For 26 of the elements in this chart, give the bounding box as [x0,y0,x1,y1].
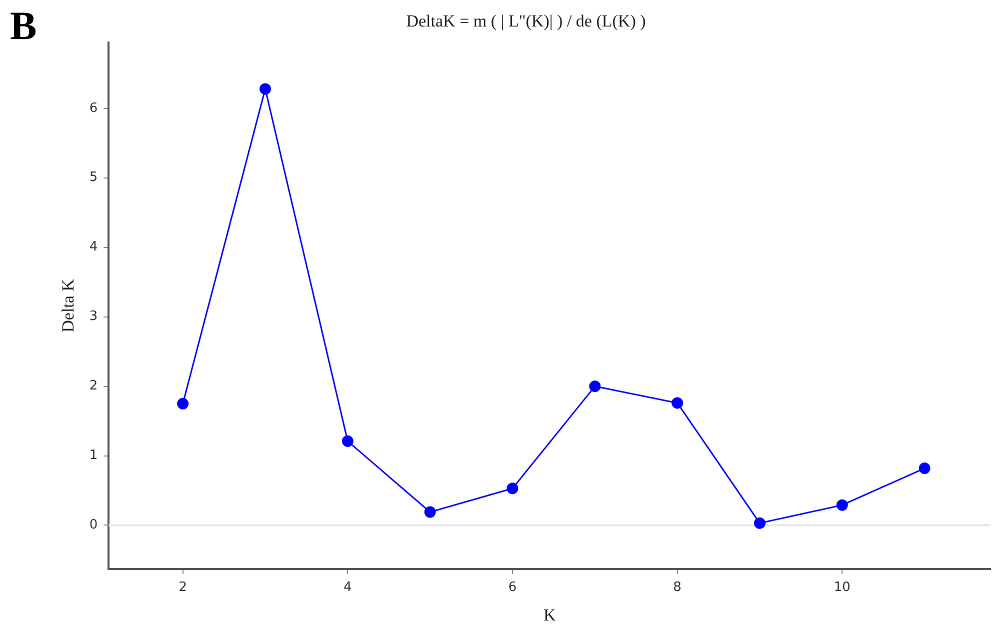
x-tick-label: 8 [673,580,682,596]
y-tick-label: 5 [89,170,98,186]
point [918,462,930,474]
point [177,398,189,410]
point [672,397,684,409]
y-axis-title: Delta K [58,278,78,332]
point [260,83,272,95]
x-axis-title: K [543,605,556,624]
point [754,517,766,529]
x-tick-label: 10 [834,580,850,596]
y-tick-label: 1 [89,448,98,464]
point [836,499,848,511]
y-tick-label: 2 [89,378,98,394]
text: B [10,3,37,48]
y-tick-label: 6 [89,100,98,116]
y-tick-label: 3 [89,309,98,324]
y-tick-label: 4 [89,240,98,255]
x-tick-label: 6 [508,580,517,596]
chart-title: DeltaK = m ( | L"(K)| ) / de (L(K) ) [406,12,646,31]
point [342,435,354,447]
y-tick-label: 0 [89,518,98,533]
point [506,482,518,494]
x-tick-label: 4 [344,580,352,596]
x-tick-label: 2 [178,580,187,596]
point [424,506,436,518]
point [589,380,601,392]
